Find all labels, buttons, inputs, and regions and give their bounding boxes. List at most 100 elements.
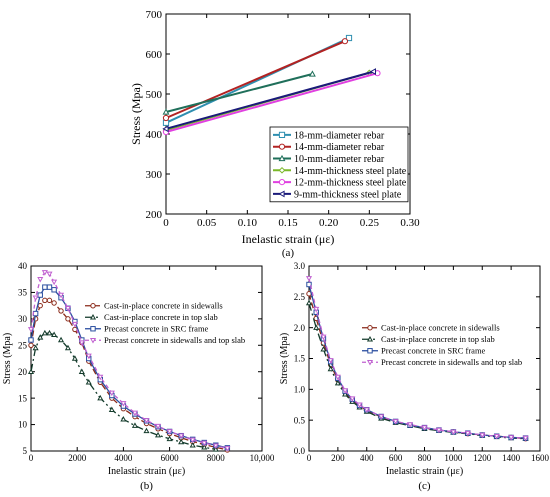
data-point: [37, 302, 43, 309]
data-point: [522, 435, 529, 442]
legend-swatch-marker: [278, 154, 286, 162]
x-tick-label: 0: [163, 217, 169, 229]
data-point: [46, 271, 53, 278]
y-tick-label: 700: [146, 9, 163, 21]
y-tick-label: 10: [18, 420, 28, 430]
panel-label: (a): [282, 247, 295, 259]
data-point: [28, 337, 34, 343]
legend-swatch-marker: [90, 303, 96, 309]
data-point: [320, 334, 327, 341]
x-axis-label: Inelastic strain (με): [242, 232, 335, 246]
legend-swatch-marker: [367, 348, 373, 354]
x-tick-label: 10,000: [250, 453, 275, 463]
data-point: [212, 446, 219, 452]
data-point: [57, 292, 65, 299]
y-axis-label: Stress (Mpa): [279, 333, 290, 384]
x-axis-label: Inelastic strain (με): [108, 466, 185, 477]
data-point: [42, 297, 48, 304]
y-tick-label: 5: [23, 446, 28, 456]
legend-entry: 14-mm-diameter rebar: [294, 142, 385, 153]
y-tick-label: 30: [18, 314, 28, 324]
y-tick-label: 20: [18, 367, 28, 377]
legend-entry: 18-mm-diameter rebar: [294, 130, 385, 141]
y-tick-label: 0.0: [294, 446, 306, 456]
x-tick-label: 2000: [68, 453, 87, 463]
legend-entry: Cast-in-place concrete in sidewalls: [381, 323, 500, 333]
x-tick-label: 600: [389, 453, 403, 463]
y-tick-label: 2.0: [294, 323, 306, 333]
data-point: [308, 70, 316, 77]
legend-swatch-marker: [366, 336, 374, 342]
data-point: [143, 418, 150, 424]
chart-panel-a: 0 0.05 0.10 0.15 0.20 0.25 0.30 200 300 400 500 600…: [129, 9, 420, 259]
y-tick-label: 0.5: [294, 415, 306, 425]
data-point: [334, 374, 341, 381]
data-point: [41, 329, 48, 336]
y-tick-label: 2.5: [294, 292, 306, 302]
legend-swatch-marker: [278, 179, 286, 186]
data-point: [166, 435, 173, 442]
y-tick-label: 600: [146, 49, 163, 61]
data-point: [212, 443, 219, 449]
data-point: [162, 108, 170, 115]
y-tick-label: 1.0: [294, 384, 306, 394]
x-tick-label: 0.20: [319, 217, 339, 229]
data-point: [78, 368, 85, 374]
x-tick-label: 0: [307, 453, 312, 463]
data-point: [201, 444, 208, 450]
y-axis-label: Stress (Mpa): [2, 333, 13, 384]
data-point: [320, 346, 327, 352]
data-point: [306, 281, 312, 288]
data-point: [479, 432, 486, 439]
data-point: [27, 327, 35, 333]
series-line: [30, 332, 216, 451]
legend-entry: Precast concrete in SRC frame: [104, 324, 209, 334]
legend-entry: Precast concrete in SRC frame: [381, 346, 486, 356]
data-point: [178, 438, 185, 445]
data-point: [85, 353, 92, 360]
x-tick-label: 0.25: [360, 217, 380, 229]
x-tick-label: 0.30: [400, 217, 420, 229]
legend-swatch-marker: [89, 337, 97, 344]
data-point: [32, 295, 39, 301]
data-point: [46, 329, 53, 336]
data-point: [334, 379, 341, 386]
panel-label: (b): [140, 480, 153, 492]
data-point: [85, 379, 92, 385]
y-tick-label: 400: [146, 129, 163, 141]
data-point: [189, 437, 196, 444]
data-point: [378, 414, 385, 420]
x-tick-label: 0.10: [238, 217, 258, 229]
data-point: [450, 429, 457, 436]
data-point: [189, 441, 196, 448]
data-point: [342, 391, 349, 397]
series-line: [165, 72, 378, 133]
data-point: [51, 331, 58, 337]
x-tick-label: 0.05: [197, 217, 217, 229]
data-point: [342, 388, 349, 394]
legend-swatch-marker: [278, 166, 286, 174]
legend-entry: Precast concrete in sidewalls and top sl…: [104, 335, 245, 345]
legend-swatch-marker: [367, 325, 373, 331]
chart-panel-b: 0 2000 4000 6000 8000 10,000 5 10 15 20 25 30 35 40 In…: [2, 261, 275, 492]
data-point: [345, 34, 353, 42]
series-line: [165, 73, 313, 113]
data-point: [97, 374, 104, 381]
data-point: [71, 355, 78, 361]
data-point: [71, 321, 78, 328]
data-point: [46, 284, 53, 290]
data-point: [155, 431, 162, 438]
data-point: [435, 427, 442, 434]
data-point: [37, 276, 44, 283]
data-point: [341, 38, 349, 45]
data-point: [327, 365, 334, 372]
x-axis-label: Inelastic strain (με): [386, 466, 463, 477]
y-tick-label: 3.0: [294, 261, 306, 271]
data-point: [32, 344, 39, 351]
data-point: [51, 287, 57, 293]
plot-frame: [30, 265, 263, 452]
x-tick-label: 0: [29, 453, 34, 463]
data-point: [37, 292, 43, 298]
data-point: [64, 344, 72, 351]
